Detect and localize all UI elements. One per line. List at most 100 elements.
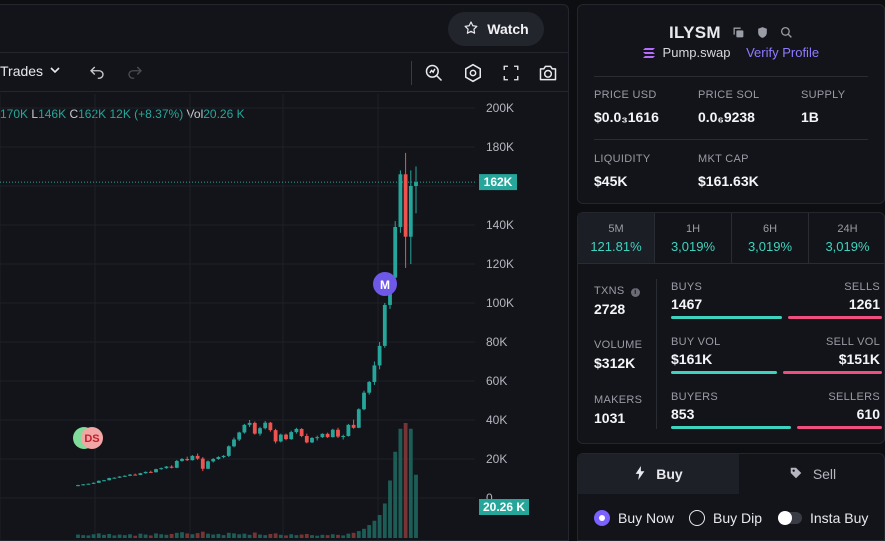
candle [91, 482, 96, 484]
volume-bar [325, 535, 330, 538]
radio-icon [689, 510, 705, 526]
candle [102, 480, 106, 482]
trades-dropdown[interactable]: Trades [0, 63, 61, 79]
volume-bar [414, 474, 418, 538]
token-name: ILYSM [669, 23, 721, 42]
trades-label: Trades [0, 63, 44, 79]
indicator-icon[interactable] [421, 60, 447, 86]
camera-icon[interactable] [535, 60, 561, 86]
insta-buy-toggle[interactable]: Insta Buy [778, 510, 868, 526]
sell-tab-label: Sell [812, 466, 837, 482]
candle [284, 434, 288, 440]
price-chart[interactable]: 200K180K160K140K120K100K80K60K40K20K0162… [0, 4, 569, 541]
tab-6h[interactable]: 6H 3,019% [732, 213, 809, 263]
search-icon[interactable] [780, 24, 793, 44]
volume-bar [107, 533, 112, 538]
toggle-icon [778, 511, 802, 525]
sells-label: SELLS [844, 281, 880, 293]
volume-bar [351, 532, 356, 538]
fullscreen-icon[interactable] [498, 60, 524, 86]
insta-buy-label: Insta Buy [810, 510, 869, 526]
buyers-bar [671, 426, 791, 429]
ohlc-vol: 20.26 K [203, 107, 245, 121]
candle [403, 174, 408, 237]
candle [372, 365, 377, 382]
volume-bar [154, 533, 158, 538]
candle [112, 477, 117, 479]
info-icon[interactable]: i [630, 288, 640, 297]
volume-bar [211, 534, 216, 538]
volume-bar [268, 533, 273, 538]
dex-name[interactable]: Pump.swap [662, 45, 731, 60]
sell-vol-label: SELL VOL [826, 336, 880, 348]
volume-label: VOLUME [594, 339, 643, 351]
candle [86, 483, 91, 485]
copy-icon[interactable] [732, 24, 745, 44]
chart-toolbar: Trades [0, 53, 568, 92]
candle [143, 471, 148, 474]
volume-tag-label: 20.26 K [483, 500, 525, 514]
tab-24h[interactable]: 24H 3,019% [809, 213, 885, 263]
candle [133, 474, 138, 476]
settings-icon[interactable] [460, 60, 486, 86]
candle [299, 428, 304, 436]
candle [408, 186, 413, 237]
candle [294, 428, 299, 433]
timeframe-change: 121.81% [590, 239, 642, 254]
sellers-value: 610 [856, 406, 880, 422]
volume-bar [336, 534, 340, 538]
candle [414, 182, 418, 186]
volume-bar [206, 533, 210, 538]
shield-icon[interactable] [756, 24, 769, 44]
candle [107, 478, 112, 481]
supply: 1B [801, 109, 819, 125]
undo-icon[interactable] [84, 60, 110, 86]
candle [216, 457, 221, 459]
volume-bar [232, 533, 236, 538]
buy-dip-option[interactable]: Buy Dip [689, 510, 762, 526]
buy-now-label: Buy Now [618, 510, 675, 526]
ohlc-vol-key: Vol [186, 107, 204, 121]
buy-now-option[interactable]: Buy Now [594, 510, 674, 526]
volume-bar [278, 534, 283, 538]
ohlc-change: 12K (+8.37%) [109, 107, 184, 121]
price-sol: 0.0₆9238 [698, 109, 755, 125]
candle [263, 422, 268, 429]
volume-bar [96, 533, 101, 538]
volume-bar [398, 428, 403, 538]
candle [268, 422, 273, 431]
candle [273, 430, 278, 442]
sells-value: 1261 [848, 296, 880, 312]
candle [362, 392, 366, 410]
watch-label: Watch [487, 21, 529, 37]
volume-bar [341, 535, 346, 538]
candle [237, 432, 242, 440]
candle [195, 455, 200, 459]
volume-bar [102, 534, 106, 538]
tab-sell[interactable]: Sell [739, 454, 885, 494]
price-tag-label: 162K [484, 175, 513, 189]
volume-bar [377, 515, 382, 538]
tab-5m[interactable]: 5M 121.81% [578, 213, 655, 263]
candle [190, 455, 195, 461]
volume-bar [273, 533, 278, 538]
stat-label: PRICE USD [594, 89, 657, 101]
volume-bar [242, 533, 247, 538]
redo-icon[interactable] [122, 60, 148, 86]
volume-bar [112, 535, 117, 538]
volume-value: $312K [594, 355, 636, 371]
ohlc-open: 170K [0, 107, 29, 121]
volume-bar [76, 534, 80, 538]
watch-button[interactable]: Watch [448, 12, 544, 46]
candle [206, 461, 210, 469]
volume-bar [284, 535, 288, 538]
volume-bar [356, 531, 361, 538]
txns-value: 2728 [594, 301, 626, 317]
tab-buy[interactable]: Buy [578, 454, 739, 494]
verify-profile-link[interactable]: Verify Profile [746, 45, 820, 60]
tab-1h[interactable]: 1H 3,019% [655, 213, 732, 263]
candle [96, 480, 101, 483]
ohlc-legend: 170K L146K C162K 12K (+8.37%) Vol20.26 K [0, 107, 245, 121]
candle [367, 381, 372, 393]
volume-bar [138, 533, 143, 538]
